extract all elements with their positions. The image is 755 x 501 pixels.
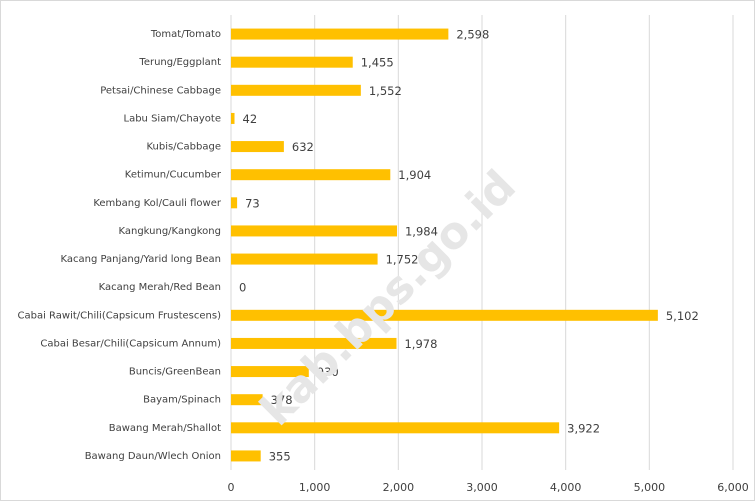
value-label: 0 <box>239 281 246 295</box>
value-label: 930 <box>317 365 339 379</box>
y-tick-label: Buncis/GreenBean <box>129 367 221 378</box>
value-label: 1,455 <box>361 56 394 70</box>
value-label: 42 <box>243 112 258 126</box>
bar <box>231 366 309 378</box>
value-label: 378 <box>271 393 293 407</box>
bar <box>231 422 560 434</box>
bar <box>231 28 449 40</box>
x-tick-label: 1,000 <box>299 481 331 494</box>
y-tick-label: Cabai Rawit/Chili(Capsicum Frustescens) <box>18 310 222 321</box>
y-tick-label: Ketimun/Cucumber <box>125 170 222 181</box>
value-label: 1,904 <box>398 168 431 182</box>
y-tick-label: Bayam/Spinach <box>143 395 221 406</box>
value-label: 632 <box>292 140 314 154</box>
y-tick-label: Kubis/Cabbage <box>146 142 221 153</box>
value-label: 1,552 <box>369 84 402 98</box>
value-label: 5,102 <box>666 309 699 323</box>
x-tick-label: 0 <box>228 481 235 494</box>
x-tick-label: 4,000 <box>550 481 582 494</box>
x-tick-label: 2,000 <box>383 481 415 494</box>
bar <box>231 169 391 181</box>
x-tick-label: 3,000 <box>466 481 498 494</box>
y-tick-label: Bawang Merah/Shallot <box>109 423 221 434</box>
value-label: 3,922 <box>567 421 600 435</box>
y-tick-label: Cabai Besar/Chili(Capsicum Annum) <box>40 338 221 349</box>
bar <box>231 84 361 96</box>
value-label: 73 <box>245 196 260 210</box>
value-label: 1,978 <box>404 337 437 351</box>
y-tick-label: Kembang Kol/Cauli flower <box>93 198 222 209</box>
x-tick-label: 6,000 <box>717 481 749 494</box>
y-tick-label: Kacang Merah/Red Bean <box>99 282 221 293</box>
bar <box>231 450 261 462</box>
bar <box>231 253 378 265</box>
bar <box>231 225 397 237</box>
bar <box>231 56 353 68</box>
value-label: 1,752 <box>386 253 419 267</box>
value-label: 355 <box>269 449 291 463</box>
x-tick-label: 5,000 <box>634 481 666 494</box>
y-tick-label: Kacang Panjang/Yarid long Bean <box>60 254 221 265</box>
y-tick-label: Bawang Daun/Wlech Onion <box>85 451 221 462</box>
y-tick-label: Terung/Eggplant <box>138 57 221 68</box>
y-tick-label: Labu Siam/Chayote <box>124 113 222 124</box>
bar <box>231 337 397 349</box>
bar <box>231 394 263 406</box>
y-tick-label: Petsai/Chinese Cabbage <box>100 85 221 96</box>
bar <box>231 112 235 124</box>
y-tick-label: Kangkung/Kangkong <box>118 226 221 237</box>
value-label: 1,984 <box>405 224 438 238</box>
y-tick-label: Tomat/Tomato <box>150 29 221 40</box>
bar <box>231 141 284 153</box>
bar <box>231 197 238 209</box>
bar <box>231 309 658 321</box>
value-label: 2,598 <box>456 28 489 42</box>
